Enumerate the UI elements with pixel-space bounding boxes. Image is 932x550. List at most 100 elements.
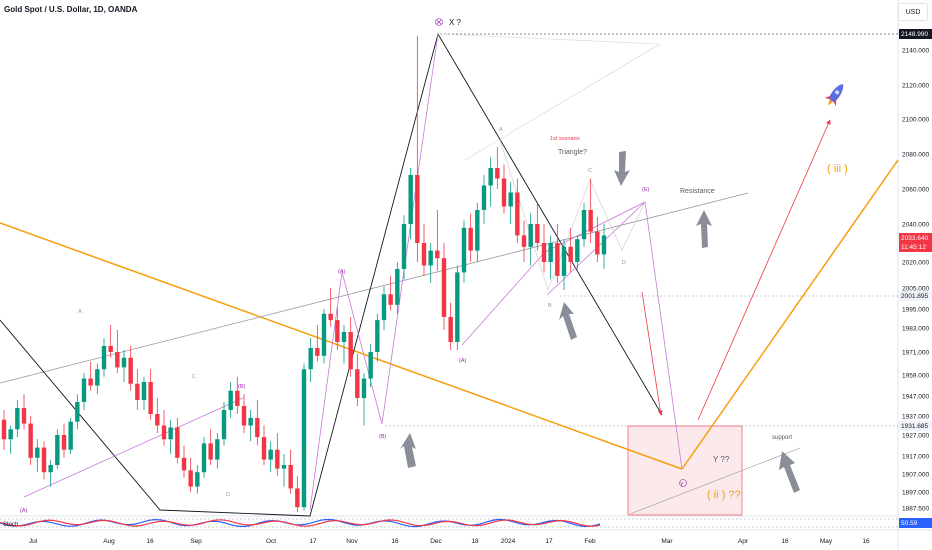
- time-axis[interactable]: Jul Aug 16 Sep Oct 17 Nov 16 Dec 18 2024 17 Feb Mar Ap…: [29, 538, 870, 545]
- candle-body[interactable]: [215, 439, 220, 460]
- candle-body[interactable]: [588, 210, 593, 232]
- candle-body[interactable]: [301, 369, 307, 508]
- candle-body[interactable]: [241, 406, 247, 426]
- candle-body[interactable]: [288, 465, 293, 489]
- candle-body[interactable]: [415, 175, 420, 243]
- candle-body[interactable]: [355, 369, 360, 398]
- candle-body[interactable]: [161, 425, 167, 440]
- candle-body[interactable]: [181, 457, 187, 471]
- candle-body[interactable]: [308, 348, 313, 370]
- candle-body[interactable]: [68, 421, 73, 450]
- candle-body[interactable]: [481, 185, 487, 211]
- candle-body[interactable]: [168, 427, 173, 440]
- candle-body[interactable]: [561, 246, 567, 276]
- candle-body[interactable]: [8, 429, 13, 440]
- candle-body[interactable]: [255, 417, 260, 438]
- candle-body[interactable]: [541, 243, 547, 262]
- candle-body[interactable]: [115, 352, 120, 368]
- candle-body[interactable]: [275, 449, 280, 469]
- purple-wave-line-1[interactable]: [23, 397, 244, 498]
- candle-body[interactable]: [208, 443, 213, 460]
- candle-body[interactable]: [321, 313, 327, 356]
- candle-body[interactable]: [528, 224, 533, 247]
- candle-body[interactable]: [361, 378, 367, 399]
- candle-body[interactable]: [1, 419, 7, 440]
- black-wave-lines[interactable]: [0, 32, 663, 517]
- candle-body[interactable]: [295, 488, 300, 508]
- candle-body[interactable]: [268, 449, 273, 460]
- candle-body[interactable]: [175, 427, 180, 458]
- candle-body[interactable]: [448, 316, 453, 342]
- red-up-arrow[interactable]: [697, 119, 831, 421]
- candle-body[interactable]: [55, 435, 60, 465]
- candle-body[interactable]: [35, 447, 40, 458]
- oscillator-pane[interactable]: Stoch: [0, 518, 898, 528]
- candle-body[interactable]: [575, 239, 580, 262]
- candle-body[interactable]: [421, 243, 427, 266]
- candle-body[interactable]: [395, 268, 400, 305]
- candle-body[interactable]: [441, 258, 447, 317]
- candle-body[interactable]: [21, 408, 27, 424]
- candle-body[interactable]: [108, 346, 113, 352]
- candle-body[interactable]: [315, 348, 320, 356]
- candle-body[interactable]: [228, 390, 233, 410]
- purple-wave-line-2[interactable]: [309, 33, 439, 511]
- candle-body[interactable]: [548, 243, 553, 262]
- candle-body[interactable]: [28, 423, 33, 458]
- candle-body[interactable]: [461, 227, 467, 273]
- candle-body[interactable]: [401, 224, 407, 269]
- orange-trendline[interactable]: [0, 222, 683, 470]
- candle-body[interactable]: [521, 235, 527, 247]
- currency-button[interactable]: USD: [898, 3, 928, 21]
- candle-body[interactable]: [595, 231, 600, 255]
- candle-body[interactable]: [515, 192, 520, 236]
- candle-body[interactable]: [508, 192, 513, 207]
- candle-body[interactable]: [195, 472, 200, 487]
- candle-body[interactable]: [501, 178, 507, 207]
- candle-body[interactable]: [128, 357, 133, 384]
- candle-body[interactable]: [381, 294, 387, 321]
- candlestick-series[interactable]: [1, 36, 607, 513]
- candle-body[interactable]: [141, 382, 147, 400]
- candle-body[interactable]: [95, 369, 100, 386]
- candle-body[interactable]: [388, 294, 393, 305]
- purple-wave-line-3[interactable]: [461, 201, 683, 470]
- candle-body[interactable]: [375, 320, 380, 352]
- candle-body[interactable]: [475, 210, 480, 251]
- candle-body[interactable]: [261, 437, 267, 460]
- candle-body[interactable]: [341, 332, 347, 342]
- candle-body[interactable]: [328, 313, 333, 321]
- candle-body[interactable]: [455, 272, 460, 342]
- candle-body[interactable]: [428, 250, 433, 266]
- candle-body[interactable]: [488, 168, 493, 186]
- candle-body[interactable]: [48, 465, 53, 473]
- candle-body[interactable]: [135, 383, 140, 400]
- candle-body[interactable]: [61, 435, 67, 450]
- candle-body[interactable]: [15, 408, 20, 430]
- candle-body[interactable]: [121, 357, 127, 368]
- orange-projection-line[interactable]: [681, 159, 899, 470]
- red-down-arrow[interactable]: [641, 291, 663, 416]
- candle-body[interactable]: [201, 443, 207, 473]
- candle-body[interactable]: [88, 378, 93, 386]
- candle-body[interactable]: [75, 402, 80, 422]
- candle-body[interactable]: [148, 382, 153, 414]
- candle-body[interactable]: [348, 332, 353, 370]
- candle-body[interactable]: [468, 227, 473, 251]
- candle-body[interactable]: [435, 250, 440, 259]
- plot-area[interactable]: [0, 0, 898, 516]
- candle-body[interactable]: [221, 410, 227, 440]
- candle-body[interactable]: [495, 168, 500, 179]
- candle-body[interactable]: [535, 224, 540, 243]
- candle-body[interactable]: [281, 465, 287, 469]
- candle-body[interactable]: [581, 210, 587, 240]
- candle-body[interactable]: [601, 235, 607, 255]
- candle-body[interactable]: [235, 390, 240, 406]
- price-axis[interactable]: 2140.000 2120.000 2100.000 2080.000 2060.000…: [902, 48, 929, 513]
- candle-body[interactable]: [155, 414, 160, 426]
- candle-body[interactable]: [81, 378, 87, 403]
- candle-body[interactable]: [555, 243, 560, 276]
- target-zone-box[interactable]: [627, 425, 743, 516]
- candle-body[interactable]: [568, 246, 573, 262]
